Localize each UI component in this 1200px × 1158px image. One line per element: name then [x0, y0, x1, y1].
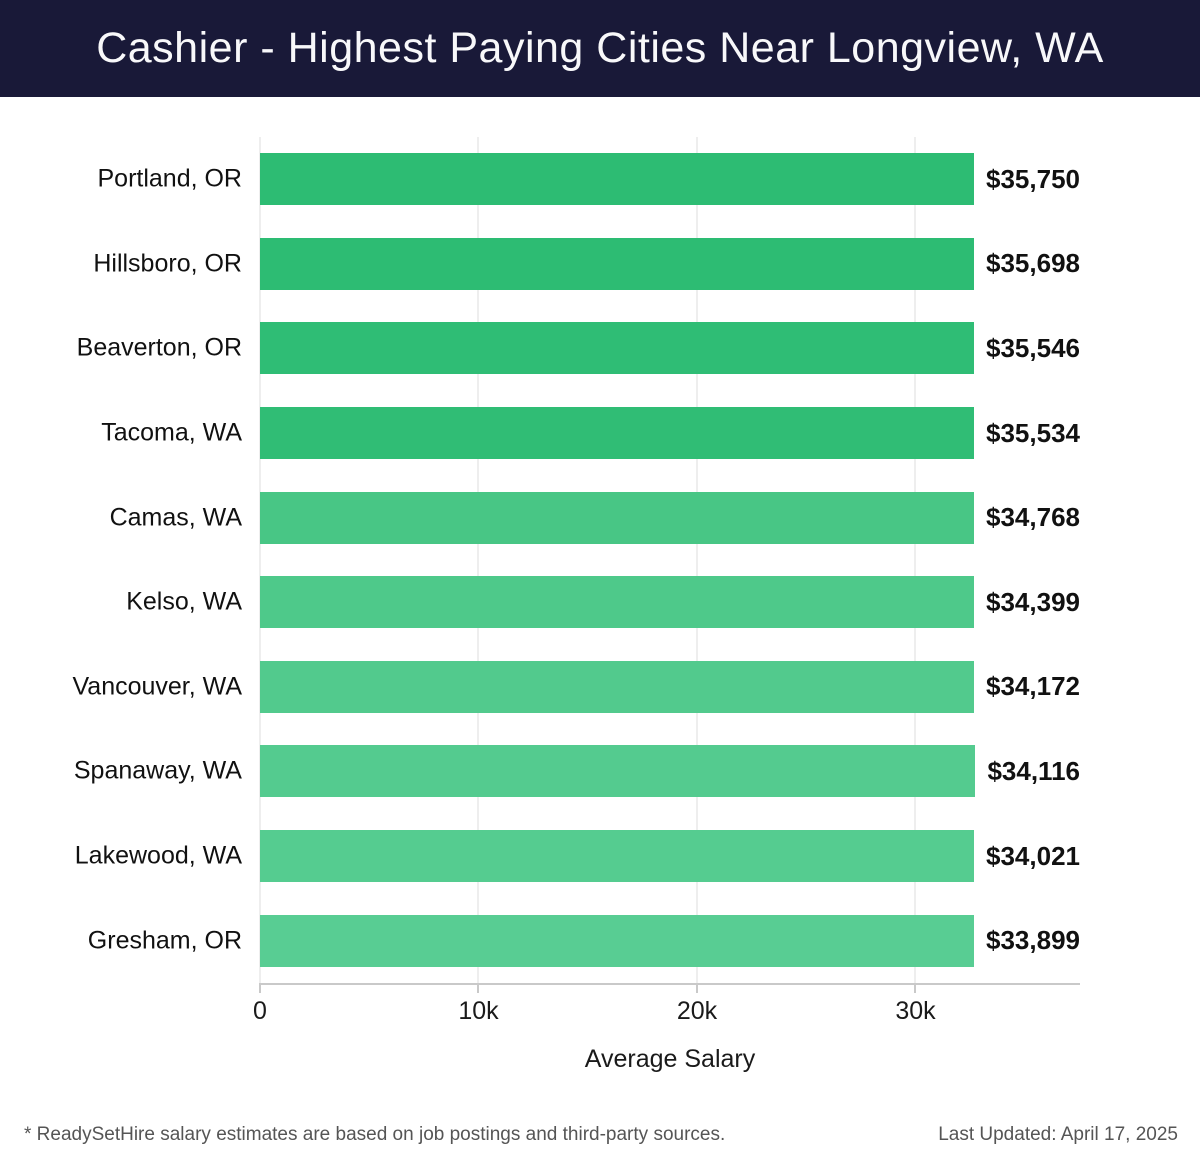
- bar-row: Hillsboro, OR $35,698: [93, 222, 1080, 307]
- city-label: Kelso, WA: [126, 587, 242, 616]
- bar: [260, 830, 975, 883]
- tick-mark: [914, 983, 917, 993]
- header-bar: Cashier - Highest Paying Cities Near Lon…: [0, 0, 1200, 97]
- value-label: $35,750: [986, 163, 1080, 194]
- city-label: Camas, WA: [109, 503, 242, 532]
- bar-row: Portland, OR $35,750: [97, 137, 1080, 222]
- city-label: Gresham, OR: [87, 926, 242, 955]
- value-label: $35,698: [986, 248, 1080, 279]
- bar: [260, 745, 976, 798]
- bar: [260, 914, 975, 967]
- bar: [260, 576, 975, 629]
- bar-row: Tacoma, WA $35,534: [101, 391, 1080, 476]
- bar-row: Lakewood, WA $34,021: [75, 814, 1080, 899]
- bar-chart-plot-area: Average Salary 0 10k 20k 30k Portland, OR $35…: [72, 137, 1080, 1073]
- value-label: $34,021: [986, 840, 1080, 871]
- bar: [260, 322, 975, 375]
- value-label: $35,546: [986, 332, 1080, 363]
- footer-last-updated: Last Updated: April 17, 2025: [938, 1124, 1178, 1145]
- city-label: Portland, OR: [97, 164, 242, 193]
- gridline: [696, 137, 698, 983]
- city-label: Hillsboro, OR: [93, 249, 242, 278]
- tick-mark: [477, 983, 480, 993]
- gridline: [259, 137, 261, 983]
- city-label: Tacoma, WA: [101, 418, 242, 447]
- gridline: [477, 137, 479, 983]
- chart-title: Cashier - Highest Paying Cities Near Lon…: [96, 24, 1104, 72]
- x-tick-label: 20k: [676, 997, 718, 1025]
- footer-disclaimer: * ReadySetHire salary estimates are base…: [24, 1124, 726, 1145]
- gridline: [914, 137, 916, 983]
- value-label: $34,768: [986, 502, 1080, 533]
- x-tick-label: 0: [253, 997, 267, 1025]
- bar-row: Beaverton, OR $35,546: [77, 306, 1080, 391]
- bar-row: Camas, WA $34,768: [110, 475, 1080, 560]
- city-label: Spanaway, WA: [73, 756, 242, 785]
- value-label: $34,172: [986, 671, 1080, 702]
- x-tick-label: 30k: [895, 997, 936, 1025]
- city-label: Lakewood, WA: [74, 841, 242, 870]
- x-axis-line: [260, 983, 1080, 985]
- value-label: $33,899: [986, 925, 1080, 956]
- tick-mark: [259, 983, 261, 993]
- bar: [260, 491, 975, 544]
- value-label: $34,116: [987, 755, 1080, 786]
- bar-row: Vancouver, WA $34,172: [72, 645, 1080, 730]
- bar: [260, 153, 975, 206]
- bar-row: Spanaway, WA $34,116: [74, 729, 1080, 814]
- value-label: $35,534: [986, 417, 1080, 448]
- bar: [260, 237, 975, 290]
- bar: [260, 660, 975, 713]
- x-axis-title: Average Salary: [584, 1045, 756, 1073]
- city-label: Vancouver, WA: [72, 672, 242, 701]
- bar-row: Gresham, OR $33,899: [88, 898, 1080, 983]
- city-label: Beaverton, OR: [76, 333, 242, 362]
- footer: * ReadySetHire salary estimates are base…: [24, 1124, 1178, 1146]
- bar: [260, 407, 975, 460]
- tick-mark: [695, 983, 698, 993]
- x-tick-label: 10k: [458, 997, 499, 1025]
- value-label: $34,399: [986, 586, 1080, 617]
- bar-row: Kelso, WA $34,399: [126, 560, 1080, 645]
